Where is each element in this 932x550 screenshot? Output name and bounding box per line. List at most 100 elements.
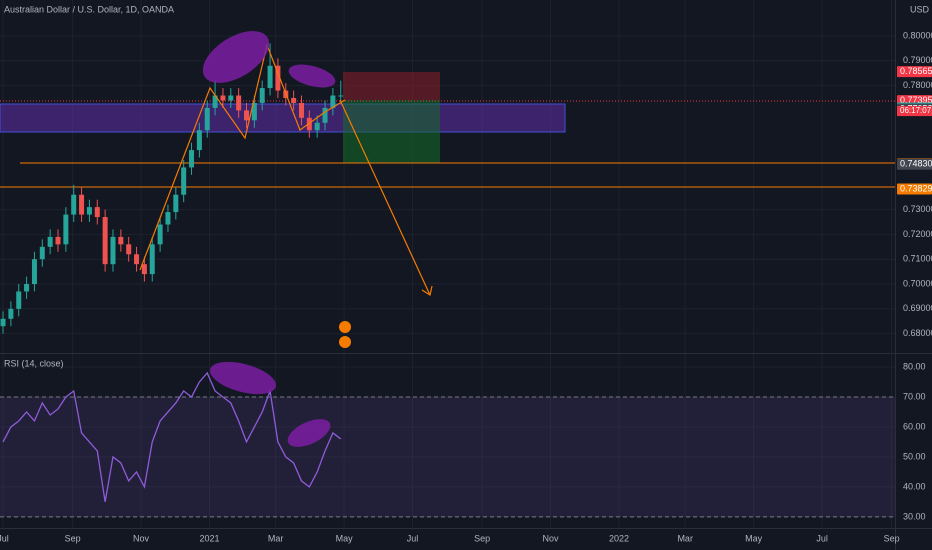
candle-body [110,236,116,265]
x-tick-label: Nov [543,533,560,543]
candle-body [134,254,140,265]
candle-body [8,308,14,319]
candle-body [181,167,187,195]
price-label-bg [897,66,932,78]
candle-body [220,95,226,101]
price-label-bg [897,183,932,195]
candle-body [31,259,37,285]
candle-body [314,122,320,131]
event-icon[interactable] [339,336,351,348]
candle-body [291,97,297,103]
ellipse [209,361,277,395]
target-box [343,100,440,163]
price-label-bg [897,158,932,170]
candle-body [24,284,30,292]
x-tick-label: Nov [133,533,150,543]
candle-body [16,291,22,309]
x-tick-label: Mar [268,533,284,543]
stop-box [343,72,440,100]
x-tick-label: 2022 [609,533,629,543]
candle-body [55,236,61,245]
x-tick-label: 2021 [199,533,219,543]
y-tick-label: 0.80000 [903,30,932,40]
candle-body [298,102,304,118]
rsi-tick-label: 70.00 [903,391,926,401]
x-tick-label: Jul [816,533,828,543]
candle-body [86,207,92,215]
rsi-line [2,371,342,503]
x-tick-label: Mar [677,533,693,543]
candle-body [212,95,218,108]
ellipse [288,64,336,88]
candle-body [275,65,281,91]
zone-rect [0,103,566,133]
rsi-tick-label: 30.00 [903,511,926,521]
candle-body [71,194,77,215]
arrow [339,99,431,296]
x-tick-label: Jul [0,533,9,543]
candle-body [204,107,210,131]
candle-body [0,318,6,327]
timer-bg [897,106,932,117]
symbol-title: Australian Dollar / U.S. Dollar, 1D, OAN… [4,4,174,14]
candle-body [149,244,155,275]
candle-body [330,95,336,108]
candle-body [126,244,132,255]
price-label: 0.78565 [900,66,932,76]
x-tick-label: Sep [65,533,81,543]
candle-body [338,95,344,97]
x-tick-label: Jul [407,533,419,543]
rsi-tick-label: 40.00 [903,481,926,491]
x-tick-label: Sep [474,533,490,543]
price-label: 0.77395 [900,95,932,105]
price-label: 0.73829 [900,183,932,193]
price-label: 0.74830 [900,159,932,169]
marks [0,43,344,503]
candle-body [306,117,312,131]
candle-body [259,88,265,103]
candle-body [118,236,124,245]
candle-body [47,236,53,247]
x-tick-label: May [336,533,354,543]
rsi-tick-label: 60.00 [903,421,926,431]
candle-body [141,264,147,275]
candle-body [79,194,85,215]
candle-body [39,246,45,260]
candle-body [196,130,202,151]
rsi-band [0,396,895,517]
rsi-tick-label: 80.00 [903,361,926,371]
candle-body [228,95,234,101]
candle-body [251,102,257,121]
rsi-title: RSI (14, close) [4,358,64,368]
candle-body [173,194,179,213]
x-tick-label: May [745,533,763,543]
candle-body [102,217,108,265]
ellipse [287,419,331,447]
event-icon[interactable] [339,321,351,333]
candle-body [63,214,69,245]
candle-body [165,212,171,225]
arrow-head [421,285,433,296]
candle-body [243,110,249,121]
candle-body [94,207,100,218]
candle-body [267,65,273,89]
timer: 06:17:07 [900,106,932,115]
candle-body [322,107,328,123]
candle-body [157,224,163,245]
rsi-tick-label: 50.00 [903,451,926,461]
x-tick-label: Sep [884,533,900,543]
labels: Jul Sep Nov 2021 Mar May Jul Sep Nov 2022 Mar May Ju… [0,30,932,543]
candle-body [189,150,195,168]
candle-body [236,95,242,111]
ellipse [202,31,270,83]
